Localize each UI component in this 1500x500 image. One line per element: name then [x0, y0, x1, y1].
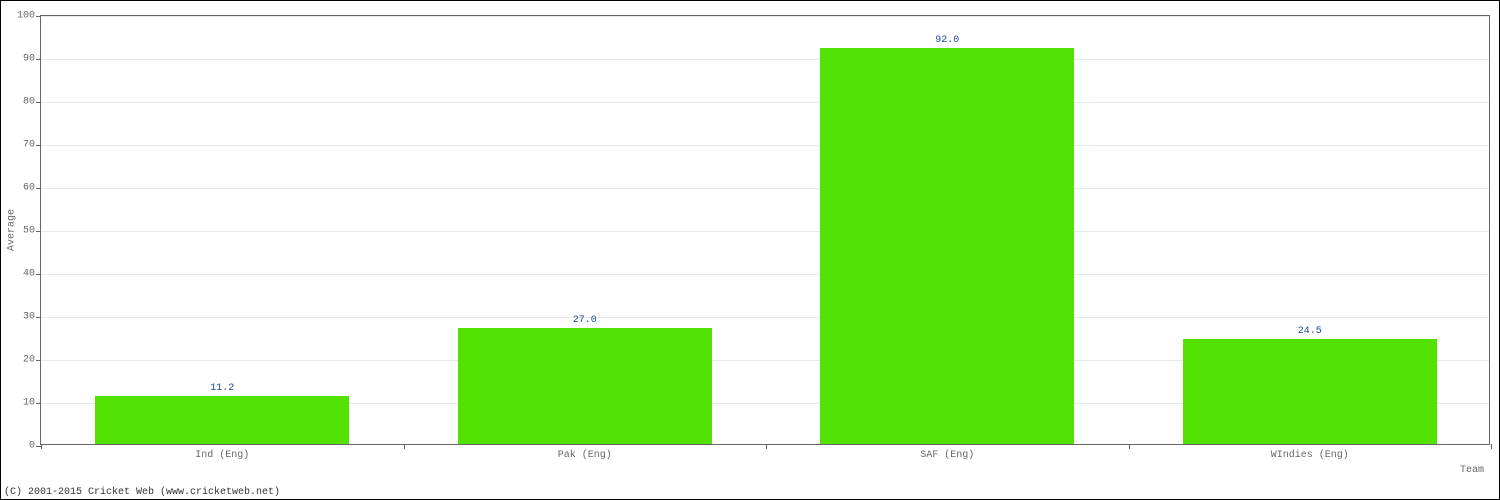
xtick-mark [1129, 444, 1130, 449]
xtick-label: Pak (Eng) [558, 444, 612, 461]
bar: 11.2 [95, 396, 349, 444]
gridline [41, 145, 1489, 146]
xtick-mark [41, 444, 42, 449]
ytick-label: 0 [29, 441, 41, 452]
ytick-label: 80 [23, 97, 41, 108]
ytick-label: 100 [17, 11, 41, 22]
bar: 24.5 [1183, 339, 1437, 444]
bar-value-label: 24.5 [1298, 326, 1322, 339]
gridline [41, 59, 1489, 60]
ytick-label: 70 [23, 140, 41, 151]
bar: 27.0 [458, 328, 712, 444]
x-axis-label: Team [1460, 465, 1484, 476]
xtick-mark [766, 444, 767, 449]
xtick-label: Ind (Eng) [195, 444, 249, 461]
ytick-label: 30 [23, 312, 41, 323]
y-axis-label: Average [7, 209, 18, 251]
plot-area: 11.2 27.0 92.0 24.5 [41, 16, 1489, 444]
chart-area: 11.227.092.024.5 0102030405060708090100I… [40, 15, 1490, 445]
xtick-mark [1491, 444, 1492, 449]
bar-value-label: 92.0 [935, 35, 959, 48]
bar-value-label: 11.2 [210, 383, 234, 396]
gridline [41, 274, 1489, 275]
xtick-label: SAF (Eng) [920, 444, 974, 461]
bar: 92.0 [820, 48, 1074, 444]
gridline [41, 231, 1489, 232]
bar-value-label: 27.0 [573, 315, 597, 328]
ytick-label: 90 [23, 54, 41, 65]
xtick-label: WIndies (Eng) [1271, 444, 1349, 461]
gridline [41, 16, 1489, 17]
ytick-label: 40 [23, 269, 41, 280]
ytick-label: 60 [23, 183, 41, 194]
copyright-text: (C) 2001-2015 Cricket Web (www.cricketwe… [4, 487, 280, 498]
xtick-mark [404, 444, 405, 449]
gridline [41, 317, 1489, 318]
ytick-label: 10 [23, 398, 41, 409]
ytick-label: 20 [23, 355, 41, 366]
gridline [41, 188, 1489, 189]
ytick-label: 50 [23, 226, 41, 237]
gridline [41, 102, 1489, 103]
